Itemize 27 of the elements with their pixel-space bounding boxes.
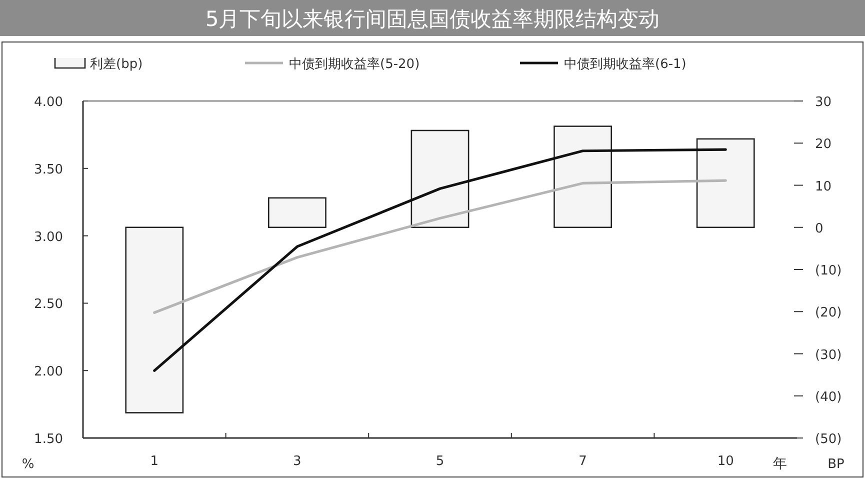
x-tick-label: 1 — [150, 454, 159, 469]
y2-tick-label: (50) — [815, 432, 842, 447]
y2-tick-label: 0 — [815, 221, 824, 236]
y2-tick-label: (20) — [815, 306, 842, 321]
y2-tick-label: 20 — [815, 137, 832, 152]
x-tick-label: 3 — [293, 454, 302, 469]
y-tick-label: 3.00 — [34, 230, 63, 245]
x-tick-label: 7 — [578, 454, 587, 469]
x-tick-label: 5 — [436, 454, 444, 469]
y-tick-label: 3.50 — [34, 162, 63, 178]
y2-tick-label: (30) — [815, 348, 842, 363]
legend-label: 中债到期收益率(6-1) — [564, 56, 686, 72]
y2-tick-label: (40) — [815, 390, 842, 405]
y-tick-label: 2.50 — [34, 297, 63, 312]
y2-tick-label: 10 — [815, 179, 832, 194]
y-tick-label: 4.00 — [34, 95, 63, 110]
y2-axis-title: BP — [828, 457, 845, 472]
y-tick-label: 1.50 — [34, 432, 63, 447]
legend-label: 利差(bp) — [90, 57, 143, 72]
y2-tick-label: (10) — [815, 264, 842, 278]
chart-title: 5月下旬以来银行间固息国债收益率期限结构变动 — [205, 7, 660, 31]
y-axis-title: % — [22, 457, 34, 472]
legend-label: 中债到期收益率(5-20) — [289, 56, 420, 72]
y-tick-label: 2.00 — [34, 364, 63, 380]
x-axis-title: 年 — [773, 456, 787, 472]
x-tick-label: 10 — [717, 454, 734, 469]
y2-tick-label: 30 — [815, 95, 832, 110]
